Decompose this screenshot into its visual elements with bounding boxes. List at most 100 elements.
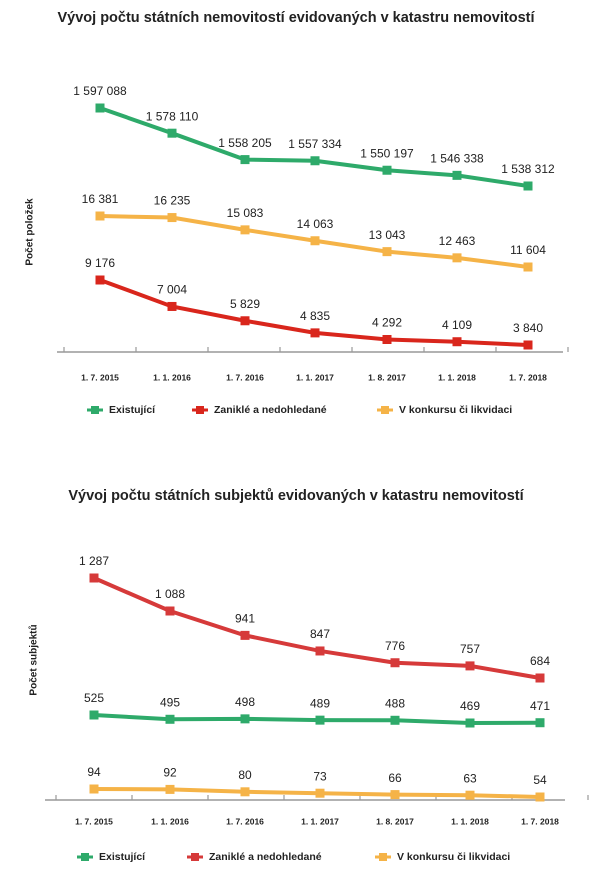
data-label: 7 004 bbox=[157, 283, 187, 297]
legend-marker bbox=[191, 853, 199, 861]
data-label: 54 bbox=[533, 773, 547, 787]
legend-marker bbox=[91, 406, 99, 414]
legend-label: Existující bbox=[99, 851, 146, 863]
data-label: 73 bbox=[313, 769, 327, 783]
point-marker bbox=[315, 788, 325, 798]
point-marker bbox=[165, 714, 175, 724]
data-label: 9 176 bbox=[85, 256, 115, 270]
point-marker bbox=[452, 337, 462, 347]
point-marker bbox=[240, 155, 250, 165]
legend-label: Existující bbox=[109, 404, 156, 416]
data-label: 1 557 334 bbox=[288, 137, 342, 151]
data-label: 16 381 bbox=[82, 192, 119, 206]
x-tick-label: 1. 7. 2016 bbox=[226, 372, 264, 382]
point-marker bbox=[240, 714, 250, 724]
data-label: 16 235 bbox=[154, 194, 191, 208]
x-tick-label: 1. 1. 2017 bbox=[296, 372, 334, 382]
x-tick-label: 1. 7. 2015 bbox=[75, 816, 113, 826]
point-marker bbox=[390, 715, 400, 725]
x-tick-label: 1. 1. 2018 bbox=[451, 816, 489, 826]
data-label: 1 550 197 bbox=[360, 146, 414, 160]
point-marker bbox=[382, 247, 392, 257]
point-marker bbox=[167, 128, 177, 138]
x-tick-label: 1. 7. 2015 bbox=[81, 372, 119, 382]
data-label: 1 597 088 bbox=[73, 84, 127, 98]
chart-title: Vývoj počtu státních subjektů evidovanýc… bbox=[68, 488, 524, 504]
data-label: 471 bbox=[530, 699, 550, 713]
point-marker bbox=[465, 718, 475, 728]
point-marker bbox=[310, 156, 320, 166]
legend-marker bbox=[379, 853, 387, 861]
legend-marker bbox=[81, 853, 89, 861]
x-tick-label: 1. 1. 2016 bbox=[151, 816, 189, 826]
point-marker bbox=[240, 787, 250, 797]
data-label: 776 bbox=[385, 639, 405, 653]
data-label: 489 bbox=[310, 696, 330, 710]
data-label: 66 bbox=[388, 771, 402, 785]
data-label: 498 bbox=[235, 695, 255, 709]
data-label: 1 538 312 bbox=[501, 162, 555, 176]
point-marker bbox=[315, 715, 325, 725]
point-marker bbox=[240, 316, 250, 326]
point-marker bbox=[310, 328, 320, 338]
data-label: 684 bbox=[530, 654, 550, 668]
point-marker bbox=[315, 646, 325, 656]
point-marker bbox=[240, 630, 250, 640]
data-label: 1 558 205 bbox=[218, 136, 272, 150]
point-marker bbox=[89, 710, 99, 720]
data-label: 1 546 338 bbox=[430, 152, 484, 166]
x-tick-label: 1. 1. 2016 bbox=[153, 372, 191, 382]
point-marker bbox=[382, 334, 392, 344]
x-tick-label: 1. 7. 2018 bbox=[521, 816, 559, 826]
data-label: 4 109 bbox=[442, 318, 472, 332]
data-label: 5 829 bbox=[230, 297, 260, 311]
point-marker bbox=[535, 673, 545, 683]
point-marker bbox=[165, 606, 175, 616]
x-tick-label: 1. 7. 2016 bbox=[226, 816, 264, 826]
data-label: 94 bbox=[87, 765, 101, 779]
point-marker bbox=[452, 253, 462, 263]
data-label: 14 063 bbox=[297, 217, 334, 231]
data-label: 1 287 bbox=[79, 554, 109, 568]
y-axis-label: Počet subjektů bbox=[28, 624, 40, 695]
data-label: 847 bbox=[310, 627, 330, 641]
data-label: 469 bbox=[460, 699, 480, 713]
point-marker bbox=[95, 103, 105, 113]
point-marker bbox=[165, 784, 175, 794]
point-marker bbox=[390, 658, 400, 668]
point-marker bbox=[523, 262, 533, 272]
point-marker bbox=[95, 211, 105, 221]
x-tick-label: 1. 8. 2017 bbox=[368, 372, 406, 382]
point-marker bbox=[310, 236, 320, 246]
data-label: 1 088 bbox=[155, 587, 185, 601]
x-tick-label: 1. 7. 2018 bbox=[509, 372, 547, 382]
data-label: 13 043 bbox=[369, 228, 406, 242]
legend-marker bbox=[196, 406, 204, 414]
point-marker bbox=[535, 718, 545, 728]
point-marker bbox=[535, 792, 545, 802]
point-marker bbox=[465, 790, 475, 800]
point-marker bbox=[89, 784, 99, 794]
data-label: 1 578 110 bbox=[146, 109, 199, 123]
data-label: 4 835 bbox=[300, 309, 330, 323]
data-label: 495 bbox=[160, 695, 180, 709]
point-marker bbox=[95, 275, 105, 285]
legend-label: V konkursu či likvidaci bbox=[399, 404, 512, 416]
data-label: 63 bbox=[463, 771, 477, 785]
point-marker bbox=[89, 573, 99, 583]
point-marker bbox=[465, 661, 475, 671]
legend-label: V konkursu či likvidaci bbox=[397, 851, 510, 863]
data-label: 757 bbox=[460, 642, 480, 656]
x-tick-label: 1. 1. 2017 bbox=[301, 816, 339, 826]
data-label: 80 bbox=[238, 768, 252, 782]
point-marker bbox=[167, 301, 177, 311]
legend-label: Zaniklé a nedohledané bbox=[209, 851, 322, 863]
point-marker bbox=[382, 165, 392, 175]
data-label: 12 463 bbox=[439, 234, 476, 248]
data-label: 11 604 bbox=[510, 243, 546, 257]
chart-title: Vývoj počtu státních nemovitostí evidova… bbox=[57, 10, 535, 26]
legend-marker bbox=[381, 406, 389, 414]
data-label: 4 292 bbox=[372, 316, 402, 330]
data-label: 941 bbox=[235, 612, 255, 626]
